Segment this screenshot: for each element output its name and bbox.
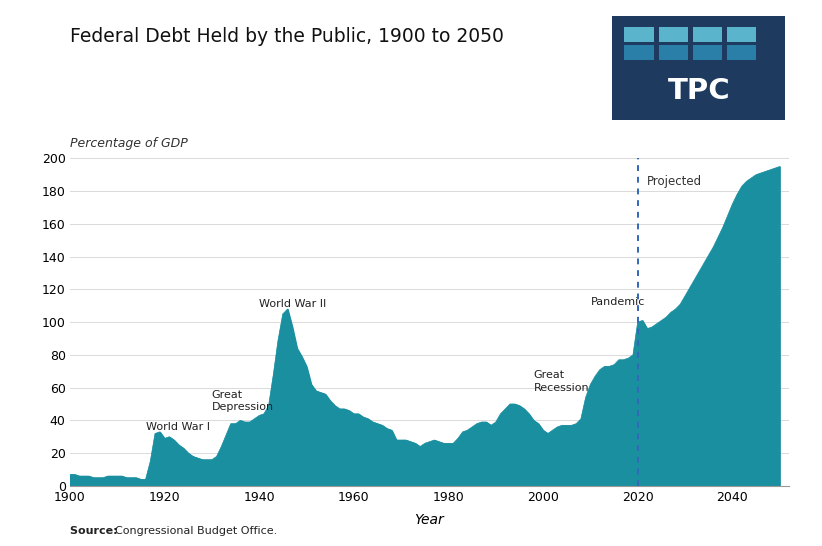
Text: World War II: World War II xyxy=(259,299,326,309)
Bar xyxy=(727,27,756,43)
Bar xyxy=(727,45,756,61)
Bar xyxy=(625,45,653,61)
Text: Federal Debt Held by the Public, 1900 to 2050: Federal Debt Held by the Public, 1900 to… xyxy=(70,27,504,46)
Bar xyxy=(693,27,723,43)
Text: World War I: World War I xyxy=(145,422,210,432)
Bar xyxy=(658,27,688,43)
Text: Great
Depression: Great Depression xyxy=(212,390,274,412)
Text: TPC: TPC xyxy=(667,77,730,105)
Text: Congressional Budget Office.: Congressional Budget Office. xyxy=(115,526,277,536)
Text: Percentage of GDP: Percentage of GDP xyxy=(70,137,187,150)
Bar xyxy=(693,45,723,61)
X-axis label: Year: Year xyxy=(414,513,445,527)
Text: Projected: Projected xyxy=(647,175,702,188)
Text: Source:: Source: xyxy=(70,526,122,536)
Bar xyxy=(658,45,688,61)
Text: Pandemic: Pandemic xyxy=(590,298,644,307)
Bar xyxy=(625,27,653,43)
Text: Great
Recession: Great Recession xyxy=(533,370,589,393)
